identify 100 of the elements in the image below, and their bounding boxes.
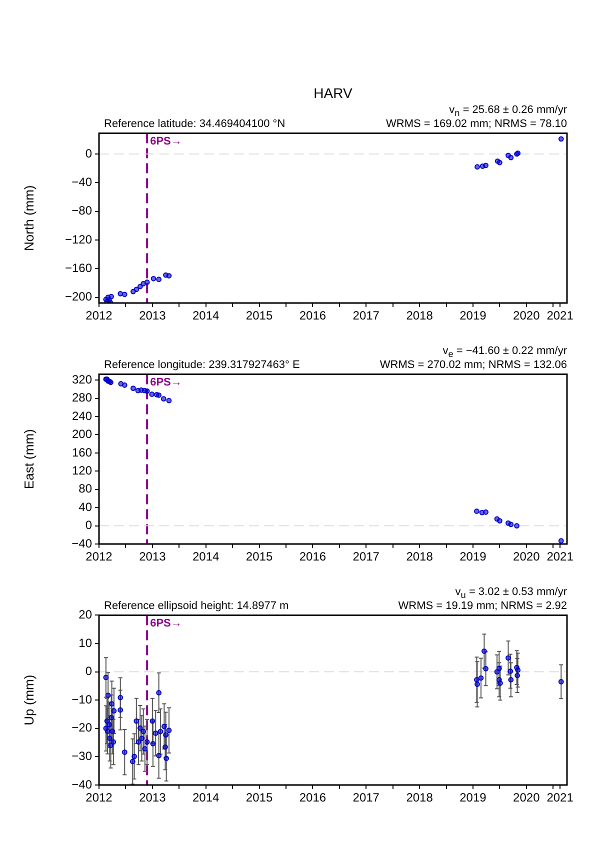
point xyxy=(515,667,521,673)
y-tick-label: 10 xyxy=(78,636,92,650)
x-tick-label: 2015 xyxy=(246,550,273,564)
x-tick-label: 2016 xyxy=(299,790,326,805)
y-axis-title: Up (mm) xyxy=(21,674,36,726)
y-tick-label: 80 xyxy=(78,482,92,496)
point xyxy=(142,746,148,752)
x-tick-label: 2015 xyxy=(246,308,273,323)
point xyxy=(508,668,514,674)
point xyxy=(164,756,170,762)
chart-title: HARV xyxy=(312,85,354,101)
point xyxy=(118,694,124,700)
point xyxy=(514,672,520,678)
point xyxy=(144,280,150,285)
text: WRMS = 169.02 mm; NRMS = 78.10 xyxy=(386,118,567,131)
x-tick-label: 2016 xyxy=(299,308,326,323)
x-tick-label: 2017 xyxy=(352,308,380,323)
text: v$_{e}$ = −41.60 ± 0.22 mm/yr xyxy=(442,345,567,360)
point xyxy=(166,398,172,404)
x-tick-label: 2012 xyxy=(86,550,113,564)
x-tick-label: 2013 xyxy=(139,790,166,805)
chart-subtitle: Reference ellipsoid height: 14.8977 m xyxy=(104,600,289,613)
point xyxy=(140,280,146,286)
point xyxy=(104,728,110,734)
x-tick-label: 2019 xyxy=(460,308,487,323)
x-tick-label: 2019 xyxy=(460,790,487,805)
point xyxy=(122,292,128,298)
point xyxy=(474,677,480,682)
x-tick-label: 2019 xyxy=(460,550,487,564)
point xyxy=(152,730,158,736)
ref-line-label: 6PS→ xyxy=(150,136,182,148)
x-tick-label: 2021 xyxy=(546,308,574,323)
point xyxy=(474,164,480,170)
chart-subtitle: Reference longitude: 239.317927463° E xyxy=(104,359,300,372)
point xyxy=(134,718,140,724)
x-tick-label: 2021 xyxy=(546,790,574,805)
x-tick-label: 2020 xyxy=(513,550,540,564)
y-tick-label: −40 xyxy=(72,174,92,189)
point xyxy=(506,655,511,661)
point xyxy=(514,523,520,528)
y-tick-label: 0 xyxy=(85,518,92,532)
point xyxy=(496,518,502,524)
point xyxy=(474,508,480,514)
point xyxy=(149,392,155,397)
point xyxy=(508,677,514,682)
x-tick-label: 2014 xyxy=(192,790,220,805)
point xyxy=(481,648,487,654)
text: v$_{u}$ = 3.02 ± 0.53 mm/yr xyxy=(455,586,567,600)
y-tick-label: 40 xyxy=(78,500,92,514)
point xyxy=(150,740,156,746)
y-tick-label: −20 xyxy=(72,720,92,735)
point xyxy=(156,276,162,282)
x-tick-label: 2018 xyxy=(406,790,434,805)
point xyxy=(106,722,112,728)
point xyxy=(118,707,124,713)
point xyxy=(108,714,114,720)
point xyxy=(110,739,116,745)
x-tick-label: 2020 xyxy=(513,308,540,323)
point xyxy=(144,388,150,394)
point xyxy=(161,724,167,730)
y-tick-label: −30 xyxy=(72,749,92,764)
point xyxy=(558,679,564,684)
chart-subtitle: Reference latitude: 34.469404100 °N xyxy=(104,118,286,131)
point xyxy=(106,736,112,742)
point xyxy=(156,690,162,696)
point xyxy=(134,286,140,292)
point xyxy=(104,718,110,724)
point xyxy=(558,136,564,142)
point xyxy=(150,276,156,282)
y-tick-label: −40 xyxy=(72,777,92,792)
point xyxy=(130,386,136,392)
point xyxy=(508,522,514,528)
y-tick-label: −120 xyxy=(64,232,92,246)
y-tick-label: −200 xyxy=(64,290,92,304)
y-tick-label: 0 xyxy=(85,146,92,160)
point xyxy=(108,294,114,300)
y-tick-label: −80 xyxy=(72,204,92,218)
point xyxy=(496,666,502,672)
y-tick-label: 0 xyxy=(85,664,92,678)
y-tick-label: 200 xyxy=(72,427,92,442)
y-tick-label: 120 xyxy=(72,463,92,478)
x-tick-label: 2012 xyxy=(86,308,113,323)
y-tick-label: 320 xyxy=(72,372,92,386)
x-tick-label: 2018 xyxy=(406,308,434,323)
x-tick-label: 2013 xyxy=(139,550,166,564)
point xyxy=(132,754,137,760)
x-tick-label: 2017 xyxy=(352,790,380,805)
point xyxy=(474,682,480,687)
point xyxy=(150,718,156,724)
point xyxy=(122,382,128,388)
point xyxy=(163,732,168,738)
y-tick-label: 240 xyxy=(72,408,92,423)
point xyxy=(162,744,168,750)
point xyxy=(137,284,143,290)
y-axis-title: East (mm) xyxy=(21,429,36,490)
point xyxy=(508,154,514,160)
point xyxy=(478,675,484,681)
point xyxy=(483,162,488,168)
y-tick-label: −160 xyxy=(64,260,92,275)
x-tick-label: 2021 xyxy=(546,550,574,564)
